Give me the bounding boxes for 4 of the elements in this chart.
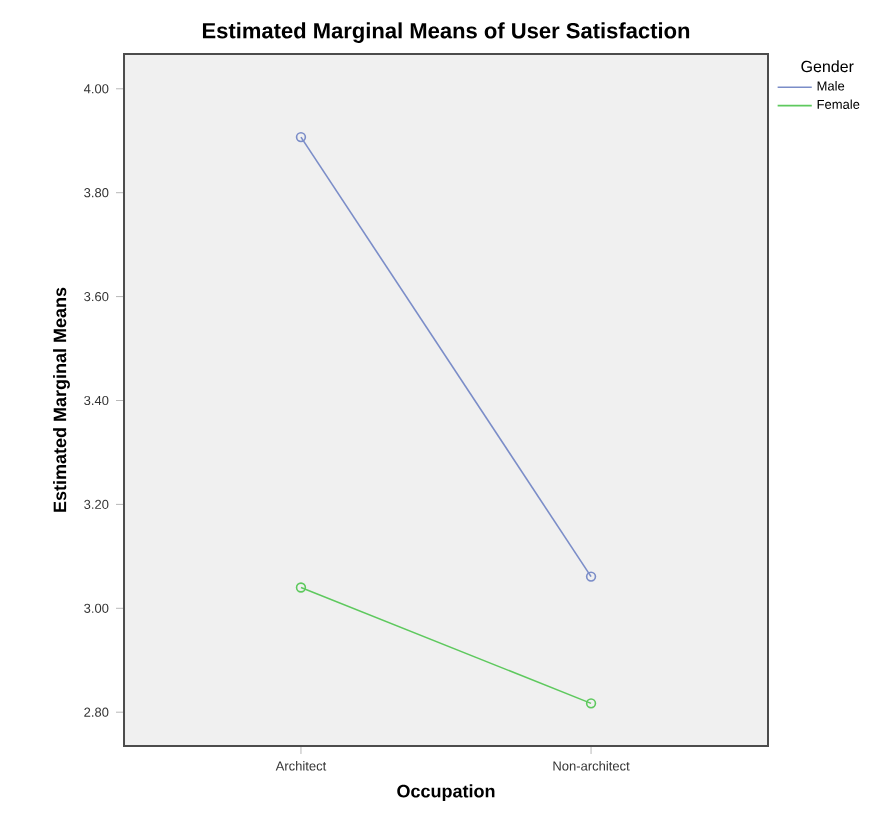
legend-title: Gender	[801, 60, 854, 73]
x-axis-title: Occupation	[397, 784, 495, 802]
y-axis-title: Estimated Marginal Means	[53, 287, 70, 512]
chart-title: Estimated Marginal Means of User Satisfaction	[202, 22, 690, 43]
